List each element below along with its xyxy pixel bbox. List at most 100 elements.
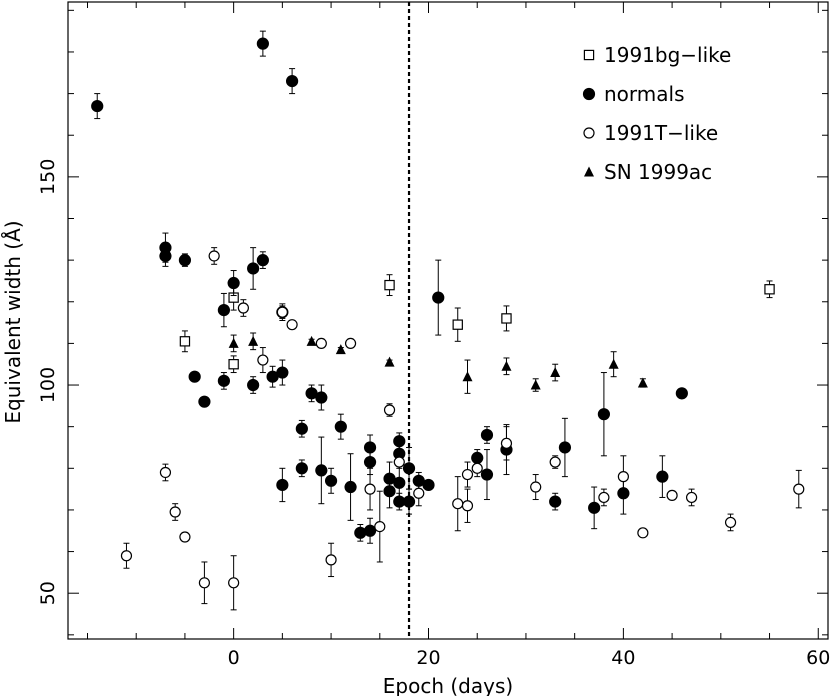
plot-border	[67, 1, 829, 640]
legend-marker-filled-triangle	[584, 166, 594, 177]
data-point	[208, 250, 220, 262]
data-point	[198, 577, 211, 589]
data-point	[675, 387, 688, 400]
y-axis-label: Equivalent width (Å)	[1, 220, 25, 423]
data-point	[530, 379, 541, 390]
data-point	[344, 480, 357, 494]
data-point	[793, 483, 805, 495]
data-point	[315, 337, 327, 349]
data-point	[169, 506, 181, 518]
data-point	[334, 420, 347, 433]
data-point	[335, 344, 346, 355]
data-point	[179, 336, 191, 347]
data-point	[462, 371, 473, 382]
data-point	[237, 302, 249, 314]
data-point	[549, 495, 562, 508]
data-point	[374, 520, 386, 533]
data-point	[558, 441, 572, 454]
x-axis-label: Epoch (days)	[383, 674, 513, 696]
data-point	[295, 462, 308, 475]
data-point	[227, 276, 240, 290]
data-point	[256, 254, 269, 267]
data-point	[120, 550, 133, 562]
data-point	[393, 456, 405, 468]
legend-label: SN 1999ac	[604, 160, 712, 184]
data-point	[383, 404, 396, 416]
data-point	[257, 354, 269, 366]
data-point	[179, 531, 191, 543]
data-point	[637, 527, 649, 539]
data-point	[422, 478, 435, 492]
data-point	[452, 319, 463, 330]
data-point	[685, 491, 698, 504]
data-point	[588, 501, 601, 514]
series-open-square	[179, 274, 775, 374]
data-point	[402, 462, 416, 475]
data-point	[480, 428, 494, 442]
data-point	[480, 468, 494, 481]
axis-ticks: 0 20 40 60 50 100 150	[37, 2, 830, 669]
data-point	[217, 303, 230, 317]
plot-frame	[67, 1, 829, 640]
data-point	[402, 495, 416, 508]
x-tick-label: 40	[611, 647, 635, 669]
data-point	[325, 554, 337, 566]
data-point	[637, 377, 648, 388]
data-point	[228, 337, 239, 348]
y-tick-label: 100	[37, 367, 59, 403]
data-point	[344, 337, 357, 349]
x-tick-label: 60	[806, 647, 830, 669]
data-point	[413, 487, 425, 499]
data-point	[286, 75, 299, 88]
data-point	[364, 483, 376, 495]
data-point	[656, 470, 669, 483]
data-point	[363, 455, 377, 469]
data-point	[461, 500, 474, 512]
data-point	[432, 291, 445, 304]
data-point	[159, 249, 172, 263]
data-point	[461, 468, 474, 481]
data-point	[764, 284, 775, 295]
x-tick-label: 0	[228, 647, 240, 669]
data-point	[188, 370, 201, 383]
data-point	[247, 378, 260, 392]
series-open-circle	[120, 247, 805, 611]
data-point	[530, 481, 542, 493]
legend: 1991bg−like normals 1991T−like SN 1999ac	[582, 43, 731, 184]
data-point	[452, 498, 464, 510]
data-point	[471, 462, 483, 474]
legend-label: 1991T−like	[604, 121, 718, 145]
y-tick-label: 150	[37, 159, 59, 195]
data-point	[276, 366, 289, 379]
data-point	[217, 374, 230, 387]
data-point	[286, 319, 298, 331]
data-point	[276, 478, 289, 492]
legend-label: normals	[604, 82, 685, 106]
data-point	[159, 466, 172, 479]
data-point	[247, 262, 260, 275]
legend-marker-filled-circle	[582, 87, 596, 101]
data-point	[500, 437, 513, 449]
data-point	[384, 279, 395, 291]
data-point	[549, 456, 561, 468]
data-point	[228, 577, 240, 589]
data-point	[354, 526, 367, 539]
data-point	[383, 472, 396, 485]
data-point	[228, 359, 239, 370]
data-point	[256, 37, 269, 50]
data-point	[363, 524, 377, 537]
data-point	[324, 474, 338, 487]
legend-label: 1991bg−like	[604, 43, 731, 67]
series-filled-triangle	[228, 332, 648, 394]
data-point	[315, 464, 328, 477]
x-tick-label: 20	[416, 647, 440, 669]
legend-marker-open-circle	[583, 127, 595, 139]
data-point	[598, 491, 610, 504]
data-point	[597, 408, 610, 421]
data-point	[315, 391, 328, 404]
y-tick-label: 50	[37, 581, 59, 605]
legend-marker-open-square	[583, 49, 595, 61]
data-point	[501, 360, 512, 371]
data-point	[666, 489, 678, 501]
